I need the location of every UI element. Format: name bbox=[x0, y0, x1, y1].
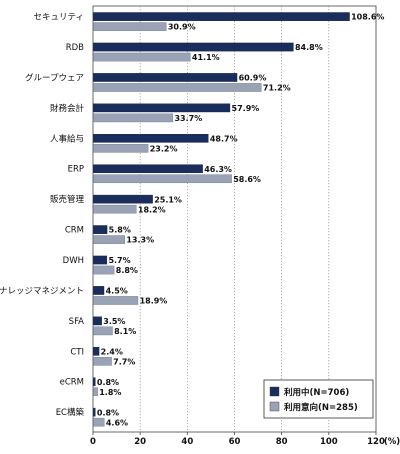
data-label: 41.1% bbox=[192, 53, 220, 62]
legend-swatch-intent bbox=[269, 401, 280, 412]
bar-intent bbox=[93, 174, 232, 184]
data-label: 33.7% bbox=[174, 114, 202, 123]
category-label: CTI bbox=[70, 347, 84, 357]
data-label: 60.9% bbox=[239, 74, 267, 83]
category-label: ナレッジマネジメント bbox=[0, 286, 84, 296]
data-label: 5.8% bbox=[109, 226, 131, 235]
bar-using bbox=[93, 407, 96, 417]
category-label: 販売管理 bbox=[50, 194, 85, 205]
bar-intent bbox=[93, 204, 137, 214]
data-label: 18.9% bbox=[140, 297, 168, 306]
bar-using bbox=[93, 194, 153, 204]
bar-using bbox=[93, 134, 209, 143]
legend-box bbox=[263, 379, 374, 419]
category-label: eCRM bbox=[60, 378, 84, 388]
data-label: 108.6% bbox=[351, 13, 384, 22]
category-label: SFA bbox=[69, 317, 85, 327]
data-label: 2.4% bbox=[101, 347, 123, 356]
x-tick-label: 120 bbox=[367, 437, 385, 447]
data-label: 8.1% bbox=[114, 327, 136, 336]
bar-using bbox=[93, 42, 294, 52]
bar-intent bbox=[93, 52, 191, 62]
bar-intent bbox=[93, 326, 113, 336]
data-label: 13.3% bbox=[126, 236, 154, 245]
data-label: 84.8% bbox=[295, 43, 323, 52]
data-label: 46.3% bbox=[204, 165, 232, 174]
bar-using bbox=[93, 377, 96, 387]
x-tick-label: 60 bbox=[229, 437, 241, 447]
bar-using bbox=[93, 164, 203, 174]
data-label: 57.9% bbox=[232, 104, 260, 113]
data-label: 18.2% bbox=[138, 205, 166, 214]
bar-using bbox=[93, 225, 108, 234]
bar-intent bbox=[93, 113, 174, 123]
data-label: 25.1% bbox=[154, 195, 182, 204]
x-tick-label: 40 bbox=[181, 437, 193, 447]
x-tick-label: 0 bbox=[90, 437, 96, 447]
bar-intent bbox=[93, 144, 149, 153]
legend-swatch-using bbox=[269, 386, 280, 397]
bar-intent bbox=[93, 83, 262, 92]
bar-using bbox=[93, 255, 108, 265]
bar-intent bbox=[93, 357, 112, 366]
category-label: グループウェア bbox=[25, 72, 84, 83]
data-label: 8.8% bbox=[116, 266, 138, 275]
bar-using bbox=[93, 103, 231, 113]
legend-label: 利用意向(N=285) bbox=[283, 402, 358, 413]
data-label: 0.8% bbox=[97, 378, 119, 387]
category-label: 財務会計 bbox=[50, 103, 85, 114]
bar-intent bbox=[93, 417, 105, 427]
bar-intent bbox=[93, 265, 115, 275]
data-label: 71.2% bbox=[263, 84, 291, 93]
bar-intent bbox=[93, 296, 139, 305]
bar-using bbox=[93, 316, 102, 326]
bar-intent bbox=[93, 387, 98, 397]
category-label: RDB bbox=[66, 43, 84, 53]
data-label: 1.8% bbox=[99, 388, 121, 397]
data-label: 0.8% bbox=[97, 408, 119, 417]
data-label: 23.2% bbox=[150, 144, 178, 153]
bar-using bbox=[93, 73, 238, 82]
data-label: 30.9% bbox=[168, 23, 196, 32]
data-label: 48.7% bbox=[210, 134, 238, 143]
unit-label: (%) bbox=[384, 437, 400, 447]
category-label: セキュリティ bbox=[34, 13, 85, 23]
data-label: 3.5% bbox=[103, 317, 125, 326]
bar-intent bbox=[93, 22, 167, 31]
x-tick-label: 20 bbox=[134, 437, 146, 447]
category-label: ERP bbox=[68, 165, 84, 175]
category-label: EC構築 bbox=[56, 407, 85, 418]
category-label: 人事給与 bbox=[50, 133, 84, 144]
data-label: 4.5% bbox=[106, 287, 128, 296]
x-tick-label: 100 bbox=[320, 437, 338, 447]
bar-intent bbox=[93, 235, 125, 244]
x-tick-label: 80 bbox=[276, 437, 288, 447]
bar-using bbox=[93, 12, 350, 21]
category-label: DWH bbox=[63, 256, 84, 266]
data-label: 58.6% bbox=[233, 175, 261, 184]
data-label: 5.7% bbox=[108, 256, 130, 265]
legend-label: 利用中(N=706) bbox=[283, 387, 349, 398]
category-label: CRM bbox=[65, 226, 84, 236]
data-label: 7.7% bbox=[113, 357, 135, 366]
bar-using bbox=[93, 347, 100, 356]
bar-using bbox=[93, 286, 105, 295]
data-label: 4.6% bbox=[106, 418, 128, 427]
